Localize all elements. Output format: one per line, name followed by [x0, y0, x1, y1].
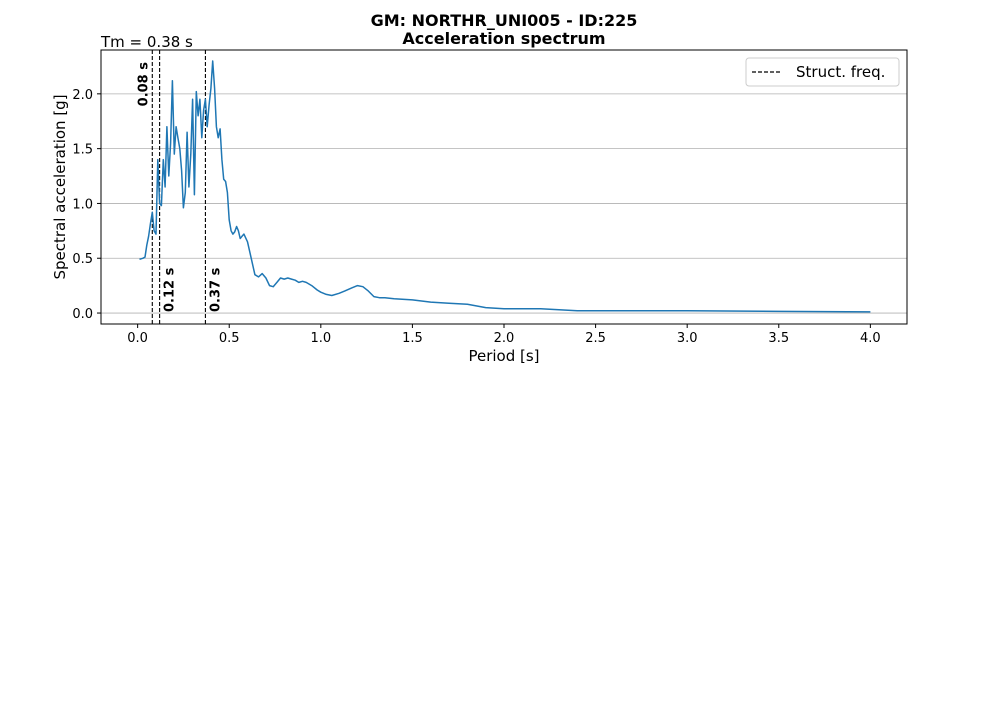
- x-tick-label: 1.5: [402, 331, 423, 346]
- x-tick-label: 1.0: [310, 331, 331, 346]
- x-tick-label: 3.0: [677, 331, 698, 346]
- x-tick-label: 2.0: [494, 331, 515, 346]
- legend-label-struct-freq: Struct. freq.: [796, 63, 885, 81]
- legend-box: [745, 57, 900, 87]
- struct-freq-label: 0.12 s: [163, 267, 178, 312]
- x-tick-label: 2.5: [585, 331, 606, 346]
- series-layer: [139, 60, 871, 313]
- x-tick-label: 4.0: [860, 331, 881, 346]
- x-tick-label: 3.5: [768, 331, 789, 346]
- spectrum-line: [139, 60, 871, 313]
- y-tick-label: 0.0: [72, 307, 93, 322]
- y-tick-label: 1.5: [72, 143, 93, 158]
- y-tick-label: 1.0: [72, 197, 93, 212]
- y-tick-label: 0.5: [72, 252, 93, 267]
- x-tick-label: 0.0: [127, 331, 148, 346]
- axis-ticks: 0.0 0.5 1.0 1.5 2.0 0.0 0.5 1.0 1.5 2.0 2.5 3.0 3.5 4…: [72, 88, 880, 346]
- chart-title: GM: NORTHR_UNI005 - ID:225: [371, 11, 638, 30]
- struct-freq-lines: 0.08 s 0.12 s 0.37 s: [136, 50, 223, 324]
- chart-subtitle: Acceleration spectrum: [402, 29, 605, 48]
- y-tick-label: 2.0: [72, 88, 93, 103]
- y-gridlines: [101, 93, 907, 314]
- struct-freq-label: 0.08 s: [136, 62, 151, 107]
- struct-freq-label: 0.37 s: [208, 267, 223, 312]
- x-axis-label: Period [s]: [468, 347, 539, 365]
- tm-annotation: Tm = 0.38 s: [100, 33, 193, 51]
- x-tick-label: 0.5: [219, 331, 240, 346]
- y-axis-label: Spectral acceleration [g]: [51, 94, 69, 279]
- legend: Struct. freq.: [745, 57, 900, 87]
